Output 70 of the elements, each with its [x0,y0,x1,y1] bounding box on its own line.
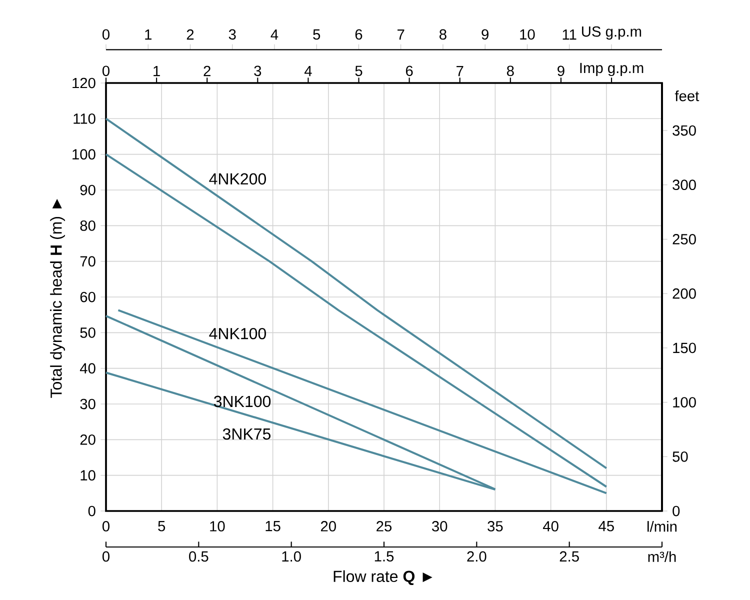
text: m³/h [648,551,676,562]
y-tick-label: 70 [80,256,96,267]
text: 4 [304,66,312,76]
x-tick-label: 25 [376,521,392,532]
text: 0 [102,551,110,562]
x-tick-label: 10 [210,521,225,532]
y2-tick-label: 300 [672,180,696,190]
x-tick-label: 15 [266,521,280,532]
y2-tick-label: 150 [673,342,696,354]
x2-tick-label: 8 [440,29,446,40]
x-tick-label: 30 [432,521,448,532]
text: 0.5 [189,551,208,562]
x-tick-label: 20 [320,521,336,532]
text: 7 [456,66,464,76]
series-label: 3NK100 [214,396,271,408]
text: 2.0 [467,551,486,562]
y-tick-label: 100 [72,149,96,160]
y-tick-label: 0 [88,506,96,516]
y-axis-title: Total dynamic head H (m) ► [50,198,65,398]
text: 9 [558,66,564,76]
y2-tick-label: 50 [672,451,688,462]
text: 3 [254,66,262,76]
y-tick-label: 120 [72,78,96,88]
x-tick-label: 45 [598,521,614,532]
x2-tick-label: 2 [186,29,194,40]
text: 2.5 [560,551,579,562]
y2-tick-label: 100 [673,397,696,408]
x2-tick-label: 10 [520,29,535,40]
text: 1.0 [282,551,301,562]
text: 1.5 [374,551,394,562]
y2-tick-label: 250 [672,234,696,244]
y-tick-label: 10 [80,470,96,481]
y-tick-label: 50 [80,327,96,338]
y-tick-label: 90 [80,184,96,196]
text: 1 [154,66,160,76]
series-label: 3NK75 [222,428,271,440]
x2-tick-label: 9 [482,29,488,40]
x2-tick-label: 6 [355,29,362,40]
text: 6 [406,66,413,76]
y-tick-label: 20 [80,434,96,445]
y2-tick-label: 350 [672,125,696,136]
x-tick-label: 5 [158,521,166,532]
x-tick-label: 35 [488,521,503,532]
x2-tick-label: 4 [270,30,278,40]
text: Imp g.p.m [580,62,644,76]
y-tick-label: 110 [74,113,96,124]
text: 8 [506,66,514,76]
series-label: 4NK100 [209,328,266,340]
x-tick-label: 40 [542,521,558,532]
x2-tick-label: 7 [398,30,404,40]
x2-tick-label: 1 [145,30,152,40]
x2-tick-label: US g.p.m [582,26,642,40]
x2-tick-label: 5 [313,29,320,40]
x2-tick-label: 3 [228,29,236,40]
y-tick-label: 30 [80,398,96,410]
y-tick-label: 40 [80,363,96,374]
text: 0 [102,66,110,76]
y-tick-label: 80 [80,220,96,231]
x-axis-title: Flow rate Q ► [334,570,432,586]
y2-axis-title: feet [674,90,700,102]
x2-tick-label: 0 [102,29,110,40]
x-tick-label: 0 [102,521,110,532]
text: 2 [204,66,210,76]
y-tick-label: 60 [80,292,96,302]
x2-tick-label: 11 [562,30,576,40]
series-label: 4NK200 [209,173,266,185]
text: 5 [355,66,362,76]
x-tick-label: l/min [648,521,677,532]
y2-tick-label: 0 [672,506,680,516]
y2-tick-label: 200 [672,288,696,299]
